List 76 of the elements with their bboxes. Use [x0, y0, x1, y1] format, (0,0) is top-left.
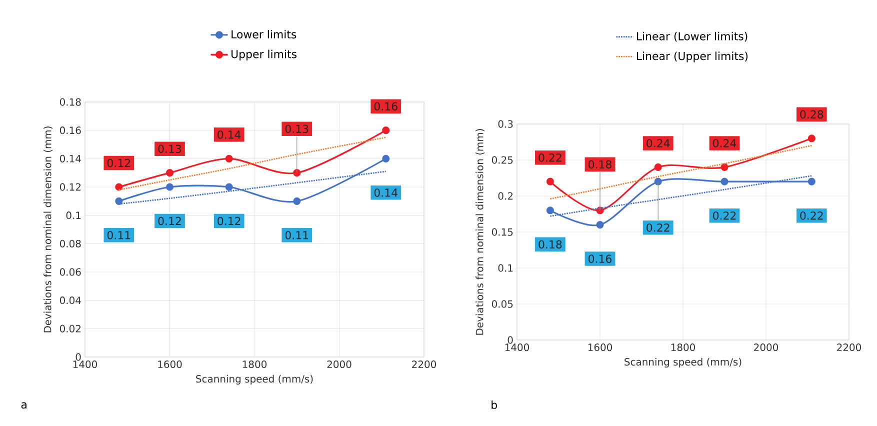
data-label: 0.18 — [538, 240, 562, 249]
y-tick-label: 0.14 — [60, 154, 81, 162]
data-label: 0.12 — [158, 216, 181, 226]
x-tick-label: 1400 — [505, 344, 530, 352]
y-tick-label: 0.15 — [492, 228, 513, 236]
y-tick-label: 0.1 — [66, 212, 81, 220]
y-tick-label: 0.3 — [498, 120, 513, 128]
data-label: 0.18 — [588, 160, 612, 169]
y-tick-label: 0.12 — [60, 183, 80, 191]
point — [166, 169, 174, 177]
y-tick-label: 0.16 — [60, 126, 81, 134]
point — [546, 178, 554, 186]
y-tick-label: 0.2 — [498, 192, 512, 200]
y-tick-label: 0.18 — [60, 98, 81, 106]
y-tick-label: 0.05 — [492, 300, 513, 308]
point — [225, 154, 233, 162]
data-label: 0.13 — [158, 144, 182, 153]
x-tick-label: 1400 — [73, 360, 98, 368]
y-axis-title: Deviations from nominal dimension (mm) — [476, 129, 484, 335]
point — [546, 206, 554, 214]
point — [596, 221, 604, 229]
x-tick-label: 1600 — [588, 344, 612, 352]
legend-label: Upper limits — [232, 50, 296, 60]
point — [166, 183, 174, 191]
data-label: 0.16 — [588, 254, 612, 263]
x-tick-label: 1800 — [242, 360, 267, 368]
y-tick-label: 0.02 — [60, 324, 80, 332]
data-label: 0.22 — [646, 223, 670, 232]
data-label: 0.12 — [107, 158, 130, 168]
text: a — [21, 402, 26, 409]
y-tick-label: 0.06 — [60, 268, 81, 276]
x-tick-label: 2000 — [754, 344, 778, 352]
point — [808, 134, 816, 142]
point — [115, 183, 123, 191]
point — [808, 178, 816, 186]
data-label: 0.28 — [800, 110, 824, 119]
point — [225, 183, 233, 191]
y-tick-label: 0.08 — [60, 240, 81, 248]
y-tick-label: 0 — [76, 353, 81, 361]
data-label: 0.13 — [285, 124, 308, 133]
x-axis-title: Scanning speed (mm/s) — [196, 374, 313, 385]
data-label: 0.22 — [713, 211, 736, 220]
x-tick-label: 2200 — [412, 360, 436, 368]
point — [293, 197, 301, 205]
x-tick-label: 1600 — [158, 360, 182, 368]
x-tick-label: 2000 — [327, 360, 352, 368]
point — [720, 178, 728, 186]
point — [382, 126, 390, 134]
data-label: 0.11 — [107, 231, 130, 240]
y-tick-label: 0 — [508, 336, 513, 344]
data-label: 0.14 — [218, 130, 241, 139]
y-tick-label: 0.1 — [498, 264, 513, 272]
data-label: 0.24 — [713, 139, 736, 148]
data-label: 0.22 — [538, 153, 562, 162]
point — [382, 154, 390, 162]
legend-label: Lower limits — [232, 30, 296, 38]
data-label: 0.22 — [800, 211, 823, 220]
data-label: 0.12 — [218, 216, 240, 226]
x-tick-label: 1800 — [671, 344, 696, 352]
data-label: 0.14 — [374, 188, 398, 197]
data-label: 0.24 — [646, 139, 670, 148]
data-label: 0.16 — [374, 102, 398, 110]
y-tick-label: 0.25 — [492, 156, 513, 164]
point — [115, 197, 123, 205]
legend-label: Linear (Lower limits) — [636, 32, 748, 42]
data-label: 0.11 — [285, 231, 308, 240]
x-tick-label: 2200 — [837, 344, 862, 352]
point — [293, 169, 301, 177]
point — [720, 163, 728, 171]
y-axis-title: Deviations from nominal dimension (mm) — [44, 126, 52, 332]
point — [654, 163, 662, 171]
point — [654, 178, 662, 186]
x-axis-title: Scanning speed (mm/s) — [624, 358, 742, 368]
legend-label: Linear (Upper limits) — [636, 52, 748, 62]
text: b — [492, 400, 498, 410]
y-tick-label: 0.04 — [60, 296, 81, 304]
